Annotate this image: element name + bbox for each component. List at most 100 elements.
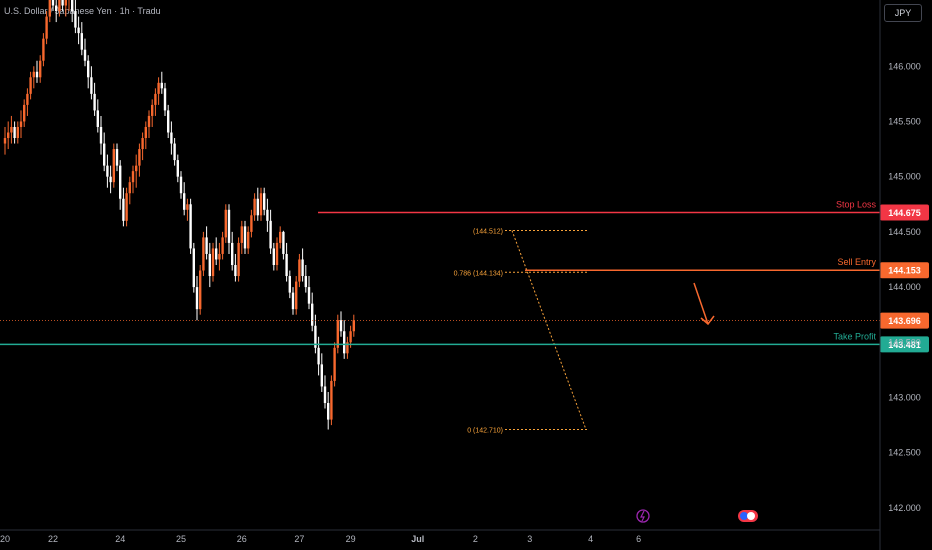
y-tick-label: 144.500 bbox=[888, 227, 921, 237]
candle-body bbox=[317, 347, 320, 365]
candle-body bbox=[234, 265, 237, 277]
candle-body bbox=[279, 231, 282, 243]
candle-body bbox=[186, 204, 189, 210]
stop-loss-price-text: 144.675 bbox=[888, 208, 921, 218]
candle-body bbox=[259, 193, 263, 216]
currency-button[interactable]: JPY bbox=[884, 4, 922, 22]
candle-body bbox=[64, 0, 67, 6]
candle-body bbox=[311, 303, 314, 326]
candle-body bbox=[227, 209, 231, 243]
x-tick-label: 3 bbox=[527, 534, 532, 544]
candle-body bbox=[39, 60, 42, 78]
flag-icon[interactable] bbox=[738, 510, 758, 522]
y-tick-label: 144.000 bbox=[888, 282, 921, 292]
candle-body bbox=[253, 198, 256, 216]
x-tick-label: 24 bbox=[115, 534, 125, 544]
candle-body bbox=[61, 0, 64, 6]
candle-body bbox=[128, 182, 131, 194]
candle-body bbox=[189, 204, 192, 249]
x-tick-label: 27 bbox=[294, 534, 304, 544]
x-tick-label: 4 bbox=[588, 534, 593, 544]
candle-body bbox=[221, 237, 224, 254]
candle-body bbox=[243, 226, 247, 249]
fib-layer: (144.512) 0.786 (144.134) 0 (142.710) bbox=[454, 229, 588, 435]
candle-body bbox=[323, 386, 327, 404]
candle-body bbox=[135, 165, 138, 172]
candle-body bbox=[23, 104, 26, 122]
candle-body bbox=[208, 253, 211, 277]
candle-body bbox=[250, 215, 253, 232]
candle-body bbox=[285, 253, 288, 277]
candle-body bbox=[160, 82, 163, 89]
candle-body bbox=[295, 281, 298, 310]
candle-body bbox=[199, 270, 202, 310]
chart-title: U.S. Dollar / Japanese Yen · 1h · Tradu bbox=[4, 6, 161, 16]
candle-body bbox=[112, 149, 115, 183]
stop-loss-label: Stop Loss bbox=[836, 200, 877, 210]
candle-body bbox=[19, 121, 23, 127]
candle-body bbox=[339, 320, 343, 332]
candle-body bbox=[288, 276, 291, 293]
candle-body bbox=[301, 259, 304, 277]
candle-body bbox=[269, 220, 272, 249]
candle-body bbox=[90, 77, 93, 94]
candle-body bbox=[122, 198, 125, 221]
candle-body bbox=[13, 126, 16, 139]
candle-body bbox=[237, 242, 240, 277]
down-arrow-icon bbox=[693, 282, 715, 326]
time-axis: 20 22 24 25 26 27 29 Jul 2 3 4 6 bbox=[0, 529, 880, 544]
candle-body bbox=[349, 331, 352, 343]
candle-body bbox=[80, 33, 83, 50]
candle-body bbox=[282, 231, 285, 254]
candle-body bbox=[7, 132, 10, 139]
candle-body bbox=[320, 364, 323, 387]
sell-entry-price-text: 144.153 bbox=[888, 266, 921, 276]
candle-body bbox=[266, 209, 269, 221]
candle-body bbox=[272, 248, 275, 265]
current-price-price-tag bbox=[880, 312, 929, 329]
x-tick-label: 25 bbox=[176, 534, 186, 544]
candle-body bbox=[298, 259, 301, 282]
candle-body bbox=[77, 27, 80, 34]
candle-body bbox=[183, 193, 186, 210]
candle-body bbox=[131, 171, 135, 183]
candle-body bbox=[144, 126, 147, 139]
sell-entry-label: Sell Entry bbox=[837, 257, 876, 267]
x-tick-label: 22 bbox=[48, 534, 58, 544]
x-tick-label: 2 bbox=[473, 534, 478, 544]
take-profit-price-text: 143.481 bbox=[888, 340, 921, 350]
candle-body bbox=[170, 132, 173, 144]
candle-body bbox=[215, 248, 218, 260]
lightning-icon[interactable] bbox=[636, 509, 650, 523]
candle-body bbox=[304, 276, 307, 288]
candle-body bbox=[42, 38, 45, 61]
candle-body bbox=[147, 115, 151, 127]
x-tick-label: 29 bbox=[346, 534, 356, 544]
candle-body bbox=[173, 143, 176, 161]
take-profit-label: Take Profit bbox=[833, 331, 876, 341]
candle-body bbox=[103, 143, 106, 166]
candle-body bbox=[32, 71, 35, 78]
candle-body bbox=[343, 331, 346, 354]
candle-body bbox=[192, 248, 195, 288]
candle-body bbox=[202, 237, 205, 271]
candle-body bbox=[58, 0, 61, 12]
candle-body bbox=[231, 242, 234, 265]
current-price-price-text: 143.696 bbox=[888, 316, 921, 326]
y-tick-label: 143.500 bbox=[888, 337, 921, 347]
candle-body bbox=[74, 11, 77, 28]
candle-body bbox=[96, 110, 99, 127]
candle-body bbox=[195, 287, 199, 310]
candle-body bbox=[119, 165, 122, 199]
candle-body bbox=[26, 93, 29, 105]
x-tick-label: 26 bbox=[237, 534, 247, 544]
candle-body bbox=[125, 193, 128, 221]
candle-body bbox=[10, 126, 13, 133]
candle-body bbox=[275, 242, 279, 265]
candle-body bbox=[205, 237, 208, 254]
candle-body bbox=[176, 160, 179, 177]
candle-body bbox=[93, 93, 96, 111]
y-tick-label: 146.000 bbox=[888, 61, 921, 71]
fib-label: 0 (142.710) bbox=[467, 428, 503, 435]
